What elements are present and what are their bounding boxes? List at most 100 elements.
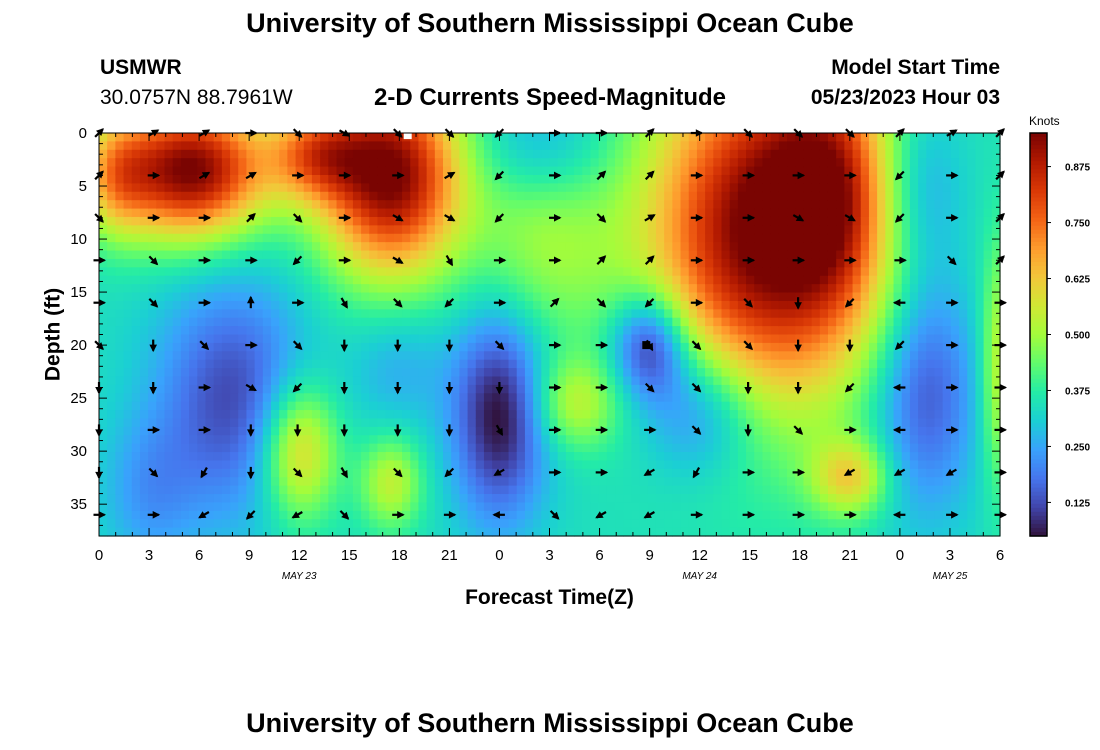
heatmap-cell: [877, 133, 886, 142]
heatmap-cell: [410, 460, 420, 470]
heatmap-cell: [352, 292, 362, 302]
heatmap-cell: [926, 426, 936, 436]
heatmap-cell: [541, 284, 551, 294]
heatmap-cell: [877, 510, 886, 520]
heatmap-cell: [156, 284, 166, 294]
heatmap-cell: [688, 166, 698, 176]
heatmap-cell: [172, 242, 182, 252]
heatmap-cell: [696, 141, 706, 151]
heatmap-cell: [483, 494, 493, 504]
heatmap-cell: [647, 200, 657, 210]
heatmap-cell: [688, 384, 698, 394]
heatmap-cell: [721, 468, 731, 478]
heatmap-cell: [901, 166, 911, 176]
heatmap-cell: [402, 527, 411, 537]
heatmap-cell: [533, 376, 542, 386]
heatmap-cell: [729, 393, 739, 403]
heatmap-cell: [524, 502, 534, 512]
heatmap-cell: [402, 300, 411, 310]
heatmap-cell: [246, 158, 256, 168]
heatmap-cell: [459, 502, 469, 512]
heatmap-cell: [746, 502, 755, 512]
heatmap-cell: [500, 149, 510, 159]
heatmap-cell: [942, 435, 952, 445]
heatmap-cell: [426, 426, 436, 436]
heatmap-cell: [868, 183, 878, 193]
heatmap-cell: [99, 342, 108, 352]
heatmap-cell: [328, 183, 338, 193]
heatmap-cell: [99, 376, 108, 386]
heatmap-cell: [942, 342, 952, 352]
heatmap-cell: [262, 410, 272, 420]
heatmap-cell: [279, 300, 288, 310]
heatmap-cell: [664, 359, 673, 369]
heatmap-cell: [942, 258, 952, 268]
heatmap-cell: [254, 174, 264, 184]
heatmap-cell: [885, 158, 895, 168]
heatmap-cell: [369, 300, 379, 310]
heatmap-cell: [172, 183, 182, 193]
heatmap-cell: [533, 183, 542, 193]
heatmap-cell: [754, 452, 764, 462]
heatmap-cell: [672, 133, 682, 142]
heatmap-cell: [885, 519, 895, 529]
heatmap-cell: [746, 359, 755, 369]
heatmap-cell: [836, 410, 845, 420]
heatmap-cell: [426, 477, 436, 487]
heatmap-cell: [271, 300, 280, 310]
heatmap-cell: [500, 452, 510, 462]
heatmap-cell: [606, 174, 616, 184]
heatmap-cell: [893, 485, 903, 495]
heatmap-cell: [819, 418, 829, 428]
heatmap-cell: [778, 426, 788, 436]
heatmap-cell: [320, 351, 329, 361]
heatmap-cell: [860, 183, 870, 193]
heatmap-cell: [664, 368, 673, 378]
heatmap-cell: [271, 267, 280, 277]
heatmap-cell: [475, 216, 485, 226]
heatmap-cell: [615, 351, 624, 361]
heatmap-cell: [582, 418, 592, 428]
heatmap-cell: [213, 225, 223, 235]
heatmap-cell: [696, 418, 706, 428]
heatmap-cell: [615, 191, 624, 201]
heatmap-cell: [483, 342, 493, 352]
heatmap-cell: [606, 300, 616, 310]
heatmap-cell: [426, 351, 436, 361]
heatmap-cell: [623, 485, 633, 495]
heatmap-cell: [819, 494, 829, 504]
heatmap-cell: [860, 166, 870, 176]
heatmap-cell: [434, 334, 444, 344]
heatmap-cell: [434, 166, 444, 176]
heatmap-cell: [115, 158, 125, 168]
heatmap-cell: [803, 502, 813, 512]
heatmap-cell: [500, 519, 510, 529]
heatmap-cell: [795, 242, 805, 252]
heatmap-cell: [868, 527, 878, 537]
heatmap-cell: [189, 494, 198, 504]
heatmap-cell: [426, 275, 436, 285]
heatmap-cell: [328, 284, 338, 294]
heatmap-cell: [344, 351, 354, 361]
heatmap-cell: [541, 250, 551, 260]
heatmap-cell: [467, 292, 477, 302]
heatmap-cell: [819, 342, 829, 352]
heatmap-cell: [475, 393, 485, 403]
heatmap-cell: [844, 351, 854, 361]
heatmap-cell: [254, 326, 264, 336]
heatmap-cell: [434, 452, 444, 462]
heatmap-cell: [295, 410, 305, 420]
heatmap-cell: [279, 174, 288, 184]
heatmap-cell: [844, 174, 854, 184]
heatmap-cell: [909, 460, 919, 470]
heatmap-cell: [246, 242, 256, 252]
heatmap-cell: [868, 225, 878, 235]
heatmap-cell: [721, 317, 731, 327]
heatmap-cell: [729, 342, 739, 352]
heatmap-cell: [819, 267, 829, 277]
heatmap-cell: [369, 208, 379, 218]
heatmap-cell: [852, 510, 862, 520]
heatmap-cell: [836, 502, 845, 512]
heatmap-cell: [180, 284, 190, 294]
heatmap-cell: [524, 435, 534, 445]
